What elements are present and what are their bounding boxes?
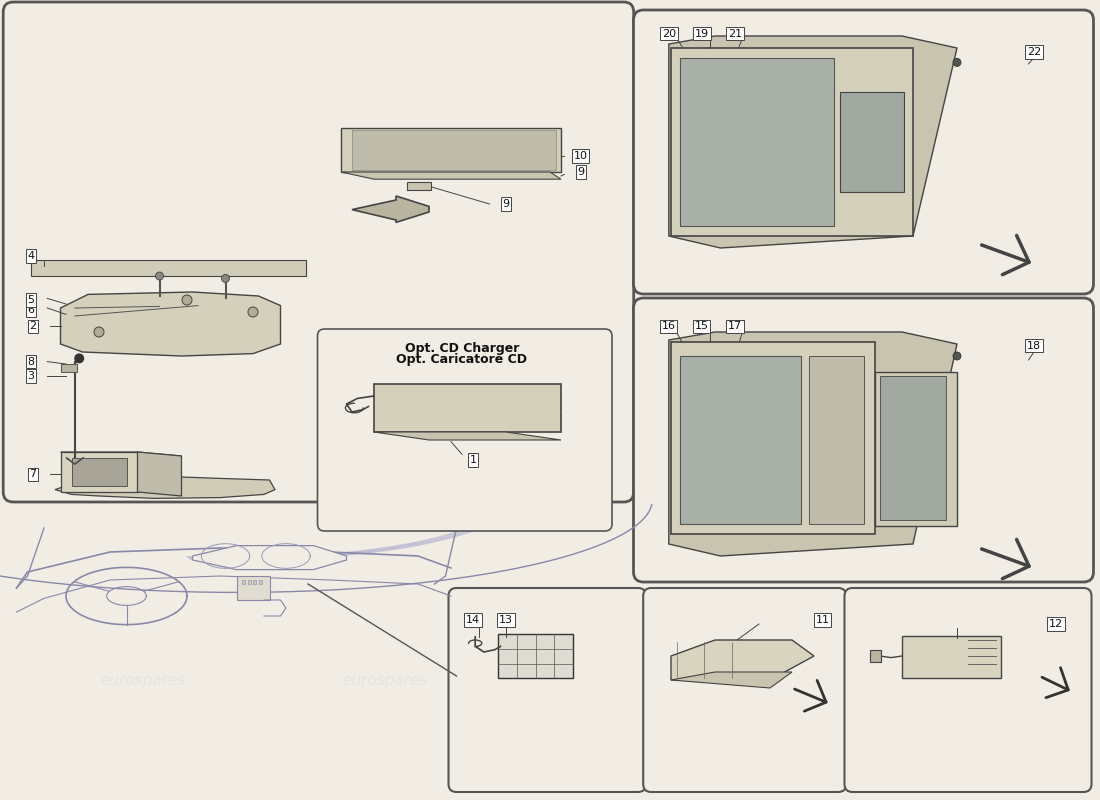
Polygon shape (138, 452, 182, 496)
Text: 18: 18 (1027, 341, 1041, 350)
Circle shape (74, 354, 85, 363)
Text: eurospares: eurospares (155, 169, 241, 183)
FancyBboxPatch shape (31, 260, 306, 276)
FancyBboxPatch shape (407, 182, 431, 190)
FancyBboxPatch shape (60, 364, 77, 372)
FancyBboxPatch shape (880, 376, 946, 520)
Text: 21: 21 (728, 29, 741, 38)
Polygon shape (66, 458, 84, 464)
Text: 8: 8 (28, 357, 34, 366)
Text: Opt. CD Charger: Opt. CD Charger (405, 342, 519, 354)
Circle shape (953, 352, 961, 360)
FancyBboxPatch shape (318, 329, 612, 531)
Polygon shape (341, 172, 561, 179)
Polygon shape (60, 292, 280, 356)
Text: eurospares: eurospares (859, 673, 945, 687)
FancyBboxPatch shape (3, 2, 634, 502)
Text: 15: 15 (695, 322, 708, 331)
Text: 12: 12 (1049, 619, 1063, 629)
FancyBboxPatch shape (680, 58, 834, 226)
FancyBboxPatch shape (902, 636, 1001, 678)
FancyBboxPatch shape (840, 92, 904, 192)
Text: eurospares: eurospares (397, 169, 483, 183)
FancyBboxPatch shape (874, 372, 957, 526)
FancyBboxPatch shape (449, 588, 646, 792)
Text: eurospares: eurospares (342, 673, 428, 687)
FancyBboxPatch shape (845, 588, 1091, 792)
Polygon shape (671, 640, 814, 680)
Circle shape (248, 307, 258, 317)
Circle shape (155, 272, 164, 280)
Circle shape (182, 295, 192, 305)
Text: 3: 3 (28, 371, 34, 381)
Text: 10: 10 (574, 151, 587, 161)
Polygon shape (192, 546, 346, 570)
Text: Opt. Caricatore CD: Opt. Caricatore CD (396, 354, 528, 366)
Polygon shape (669, 36, 957, 248)
Text: 20: 20 (662, 29, 675, 38)
Polygon shape (669, 332, 957, 556)
Text: 6: 6 (28, 306, 34, 315)
Text: 19: 19 (695, 29, 708, 38)
Text: 22: 22 (1027, 47, 1041, 57)
FancyBboxPatch shape (634, 10, 1093, 294)
FancyBboxPatch shape (352, 130, 556, 170)
Text: eurospares: eurospares (672, 673, 758, 687)
Circle shape (953, 58, 961, 66)
FancyBboxPatch shape (671, 48, 913, 236)
Text: 11: 11 (816, 615, 829, 625)
Text: eurospares: eurospares (859, 169, 945, 183)
Text: 5: 5 (28, 295, 34, 305)
Polygon shape (352, 196, 429, 222)
FancyBboxPatch shape (680, 356, 801, 524)
Circle shape (221, 274, 230, 282)
Text: 9: 9 (578, 167, 584, 177)
Text: 9: 9 (503, 199, 509, 209)
FancyBboxPatch shape (242, 580, 245, 584)
FancyBboxPatch shape (253, 580, 256, 584)
FancyBboxPatch shape (808, 356, 864, 524)
FancyBboxPatch shape (644, 588, 846, 792)
Polygon shape (374, 432, 561, 440)
Text: 4: 4 (28, 251, 34, 261)
Text: 14: 14 (466, 615, 480, 625)
Polygon shape (60, 452, 138, 492)
FancyBboxPatch shape (498, 634, 573, 678)
Text: 2: 2 (30, 322, 36, 331)
Text: 16: 16 (662, 322, 675, 331)
Circle shape (94, 327, 104, 337)
Text: eurospares: eurospares (155, 433, 241, 447)
Text: eurospares: eurospares (672, 169, 758, 183)
Text: 7: 7 (30, 470, 36, 479)
FancyBboxPatch shape (341, 128, 561, 172)
FancyBboxPatch shape (634, 298, 1093, 582)
Text: eurospares: eurospares (397, 433, 483, 447)
Text: 13: 13 (499, 615, 513, 625)
FancyBboxPatch shape (374, 384, 561, 432)
Text: 17: 17 (728, 322, 741, 331)
FancyBboxPatch shape (870, 650, 881, 662)
Text: eurospares: eurospares (859, 449, 945, 463)
Text: eurospares: eurospares (672, 449, 758, 463)
Polygon shape (671, 672, 792, 688)
Polygon shape (60, 452, 182, 456)
FancyBboxPatch shape (236, 576, 270, 600)
Polygon shape (55, 476, 275, 498)
FancyBboxPatch shape (248, 580, 251, 584)
FancyBboxPatch shape (72, 458, 126, 486)
Text: 1: 1 (470, 455, 476, 465)
FancyBboxPatch shape (671, 342, 874, 534)
FancyBboxPatch shape (258, 580, 262, 584)
Text: eurospares: eurospares (100, 673, 186, 687)
